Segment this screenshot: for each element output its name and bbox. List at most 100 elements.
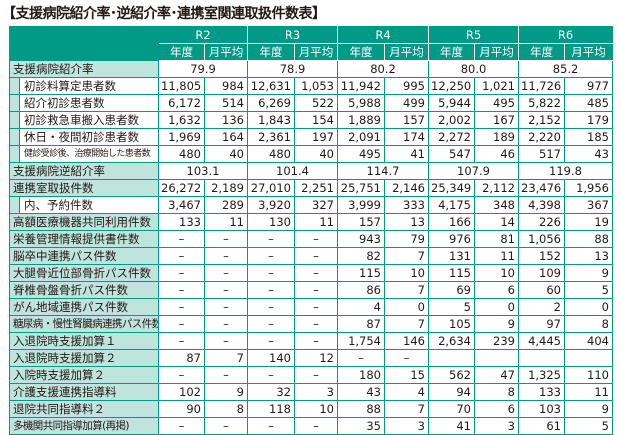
cell-value: 4: [384, 383, 429, 401]
row-label: 支援病院逆紹介率: [9, 162, 159, 180]
cell-value: –: [247, 264, 295, 282]
cell-value: –: [294, 264, 338, 282]
header-year: R5: [428, 26, 519, 44]
cell-value: 0: [564, 298, 613, 316]
cell-value: 179: [564, 111, 613, 129]
cell-value: 118: [247, 400, 295, 418]
row-label: 初診救急車搬入患者数: [19, 111, 159, 129]
cell-value: 4,398: [518, 196, 565, 214]
cell-value: 480: [247, 145, 295, 163]
row-label: 連携室取扱件数: [9, 179, 159, 197]
cell-value: 7: [384, 400, 429, 418]
cell-value: 984: [204, 77, 248, 95]
cell-value: 1,889: [337, 111, 385, 129]
cell-value: 25,349: [428, 179, 475, 197]
cell-value: 8: [204, 400, 248, 418]
table-title: 【支援病院紹介率･逆紹介率･連携室関連取扱件数表】: [2, 6, 326, 22]
cell-value: 185: [564, 128, 613, 146]
cell-value: 499: [384, 94, 429, 112]
cell-value: 976: [428, 230, 475, 248]
cell-value: –: [204, 298, 248, 316]
cell-value: 146: [384, 332, 429, 350]
table-row: 支援病院紹介率 79.9 78.9 80.2 80.0 85.2: [9, 60, 613, 78]
cell-value: 41: [384, 145, 429, 163]
cell-value: 109: [518, 264, 565, 282]
header-monthly-avg: 月平均: [564, 43, 613, 61]
cell-value: 7: [384, 247, 429, 265]
indent: [9, 94, 20, 112]
cell-value: [518, 349, 565, 367]
cell-value: 226: [518, 213, 565, 231]
cell-value: 103.1: [158, 162, 248, 180]
table-row: 退院共同指導料２ 90 8 118 10 88 7 70 6 103 9: [9, 400, 613, 418]
cell-value: 152: [518, 247, 565, 265]
table-row: 支援病院逆紹介率 103.1 101.4 114.7 107.9 119.8: [9, 162, 613, 180]
cell-value: 133: [158, 213, 205, 231]
table-row: 脳卒中連携パス件数 – – – – 82 7 131 11 152 13: [9, 247, 613, 265]
header-year: R6: [518, 26, 613, 44]
cell-value: –: [158, 281, 205, 299]
table-row: 初診料算定患者数 11,805 984 12,631 1,053 11,942 …: [9, 77, 613, 95]
cell-value: 2: [518, 298, 565, 316]
cell-value: –: [204, 281, 248, 299]
cell-value: 60: [518, 281, 565, 299]
table-row: 初診救急車搬入患者数 1,632 136 1,843 154 1,889 157…: [9, 111, 613, 129]
cell-value: 166: [428, 213, 475, 231]
cell-value: 2,091: [337, 128, 385, 146]
cell-value: 32: [247, 383, 295, 401]
cell-value: 404: [564, 332, 613, 350]
cell-value: 107.9: [428, 162, 519, 180]
cell-value: 12,631: [247, 77, 295, 95]
indent: [9, 111, 20, 129]
cell-value: 13: [384, 213, 429, 231]
cell-value: 164: [204, 128, 248, 146]
cell-value: –: [247, 247, 295, 265]
cell-value: 7: [204, 349, 248, 367]
cell-value: 79: [384, 230, 429, 248]
cell-value: 3: [294, 383, 338, 401]
table-row: 休日・夜間初診患者数 1,969 164 2,361 197 2,091 174…: [9, 128, 613, 146]
cell-value: 0: [474, 298, 519, 316]
cell-value: 103: [518, 400, 565, 418]
cell-value: 3,467: [158, 196, 205, 214]
cell-value: 105: [428, 315, 475, 333]
cell-value: 136: [204, 111, 248, 129]
header-monthly-avg: 月平均: [204, 43, 248, 61]
header-year: R2: [158, 26, 248, 44]
cell-value: 5: [564, 281, 613, 299]
cell-value: 40: [294, 145, 338, 163]
cell-value: 2,146: [384, 179, 429, 197]
indent: [9, 128, 20, 146]
indent: [9, 145, 20, 163]
cell-value: 47: [474, 366, 519, 384]
row-label: 退院共同指導料２: [9, 400, 159, 418]
cell-value: 119.8: [518, 162, 613, 180]
cell-value: –: [204, 230, 248, 248]
cell-value: 40: [204, 145, 248, 163]
cell-value: –: [204, 264, 248, 282]
cell-value: 131: [428, 247, 475, 265]
cell-value: –: [294, 230, 338, 248]
row-label: 支援病院紹介率: [9, 60, 159, 78]
cell-value: 115: [337, 264, 385, 282]
cell-value: 4,445: [518, 332, 565, 350]
table-row: 脊椎骨盤骨折パス件数 – – – – 86 7 69 6 60 5: [9, 281, 613, 299]
cell-value: 12: [294, 349, 338, 367]
cell-value: –: [294, 332, 338, 350]
cell-value: –: [158, 264, 205, 282]
cell-value: 174: [384, 128, 429, 146]
cell-value: 1,754: [337, 332, 385, 350]
row-label: 多機関共同指導加算(再掲): [9, 417, 159, 435]
cell-value: 86: [337, 281, 385, 299]
cell-value: 12,250: [428, 77, 475, 95]
cell-value: 97: [518, 315, 565, 333]
cell-value: 5,988: [337, 94, 385, 112]
header-annual: 年度: [518, 43, 565, 61]
cell-value: 2,002: [428, 111, 475, 129]
cell-value: 90: [158, 400, 205, 418]
table-row: 高額医療機器共同利用件数 133 11 130 11 157 13 166 14…: [9, 213, 613, 231]
cell-value: 110: [564, 366, 613, 384]
table-row: 介護支援連携指導料 102 9 32 3 43 4 94 8 133 11: [9, 383, 613, 401]
indent: [9, 77, 20, 95]
cell-value: 327: [294, 196, 338, 214]
